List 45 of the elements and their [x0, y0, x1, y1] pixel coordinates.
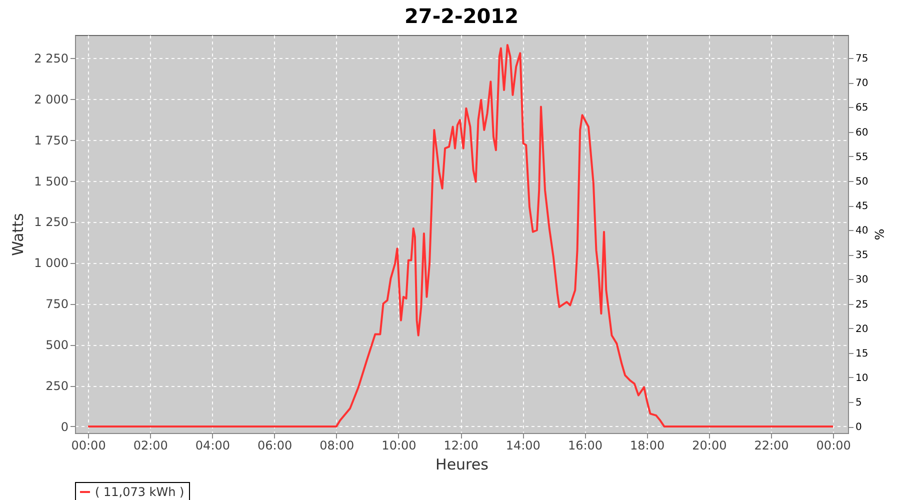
y-tick-label: 1 500 [34, 174, 68, 188]
chart-title: 27-2-2012 [404, 4, 519, 28]
y2-tick-label: 60 [856, 127, 868, 138]
y-tick-label: 0 [60, 420, 68, 434]
y-tick-label: 750 [46, 297, 68, 312]
y2-tick-label: 25 [856, 299, 868, 310]
y2-tick-label: 35 [856, 250, 868, 262]
y2-tick-label: 40 [856, 226, 868, 237]
x-tick-label: 10:00 [382, 438, 416, 452]
x-tick-label: 12:00 [444, 438, 478, 452]
y2-axis-title: % [872, 228, 886, 240]
y2-tick-label: 0 [856, 422, 862, 434]
x-tick-label: 02:00 [133, 438, 168, 452]
x-tick-label: 06:00 [258, 438, 292, 452]
y-tick-label: 500 [46, 338, 68, 352]
y2-tick-label: 30 [856, 274, 868, 286]
y2-tick-label: 50 [856, 176, 868, 188]
x-tick-label: 22:00 [754, 438, 789, 452]
y-tick-label: 1 750 [34, 133, 68, 148]
x-tick-label: 16:00 [568, 438, 603, 452]
y2-tick-label: 10 [856, 372, 868, 384]
y-tick-label: 2 250 [34, 51, 68, 66]
y2-tick-label: 55 [856, 152, 868, 163]
x-tick-label: 04:00 [195, 438, 230, 452]
x-tick-label: 20:00 [692, 438, 727, 452]
x-tick-label: 00:00 [816, 438, 851, 452]
y-axis-title: Watts [9, 213, 28, 256]
line-series [87, 44, 834, 428]
x-tick-label: 00:00 [71, 438, 106, 452]
y2-tick-label: 65 [856, 102, 868, 114]
y2-tick-label: 45 [856, 201, 868, 212]
x-tick-label: 08:00 [320, 438, 354, 452]
y2-tick-label: 70 [856, 78, 868, 90]
y-tick-label: 1 000 [34, 256, 68, 270]
y-tick-label: 250 [46, 379, 68, 393]
x-tick-label: 14:00 [506, 438, 540, 452]
y2-tick-label: 75 [856, 54, 868, 65]
y2-tick-label: 5 [856, 398, 862, 409]
y-tick-label: 2 000 [34, 92, 68, 106]
x-axis-title: Heures [436, 456, 489, 474]
y2-tick-label: 15 [856, 348, 868, 360]
y2-tick-label: 20 [856, 324, 868, 335]
y-tick-label: 1 250 [34, 215, 68, 230]
x-tick-label: 18:00 [630, 438, 665, 452]
legend-label: ( 11,073 kWh ) [95, 485, 184, 499]
